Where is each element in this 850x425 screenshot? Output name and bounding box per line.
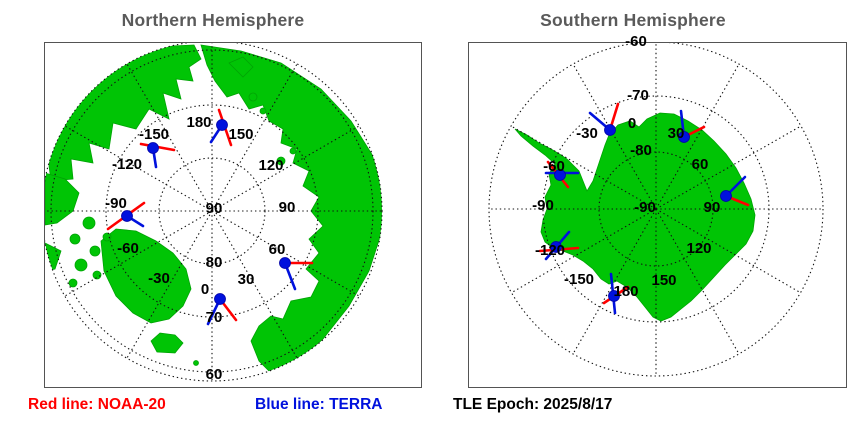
south-hemisphere-map: -60 -70 -80 -90 0 30 60 90 120 150 180 -150 -120 -90 -…: [468, 33, 847, 388]
grid-label: 80: [206, 254, 223, 271]
grid-label: 60: [692, 156, 709, 173]
grid-label: -150: [564, 271, 594, 288]
grid-labels-south: -60 -70 -80 -90 0 30 60 90 120 150 180 -150 -120 -90 -…: [532, 33, 720, 300]
grid-label: 30: [668, 125, 685, 142]
satellite-position-dot: [554, 169, 566, 181]
legend-noaa20: Red line: NOAA-20: [28, 396, 166, 413]
grid-label: 120: [258, 157, 283, 174]
grid-label: -120: [112, 156, 142, 173]
north-hemisphere-map: 90 80 70 60 180 150 120 90 60 30 0 -30 -60 -90 -120 -15…: [44, 42, 422, 388]
grid-label: 30: [238, 271, 255, 288]
north-map-canvas: 90 80 70 60 180 150 120 90 60 30 0 -30 -60 -90 -120 -15…: [45, 43, 383, 383]
grid-label: -70: [627, 87, 649, 104]
satellite-position-dot: [550, 241, 562, 253]
grid-label: 180: [186, 114, 211, 131]
graticule-north: [45, 43, 383, 382]
graticule-south: [488, 43, 824, 377]
north-map-title: Northern Hemisphere: [121, 10, 305, 30]
satellite-position-dot: [608, 290, 620, 302]
grid-label: -90: [634, 199, 656, 216]
satellite-position-dot: [720, 190, 732, 202]
grid-label: -150: [139, 126, 169, 143]
grid-label: -30: [148, 270, 170, 287]
satellite-position-dot: [216, 119, 228, 131]
grid-label: -60: [625, 33, 647, 50]
south-map-title: Southern Hemisphere: [540, 10, 726, 30]
satellite-position-dot: [147, 142, 159, 154]
grid-label: -120: [535, 242, 565, 259]
grid-label: 120: [686, 240, 711, 257]
grid-label: -30: [576, 125, 598, 142]
grid-labels-north: 90 80 70 60 180 150 120 90 60 30 0 -30 -60 -90 -120 -15…: [105, 114, 295, 383]
grid-label: 90: [279, 199, 296, 216]
grid-label: 70: [206, 309, 223, 326]
grid-label: 90: [206, 200, 223, 217]
grid-label: 60: [269, 241, 286, 258]
grid-label: 150: [228, 126, 253, 143]
grid-label: -90: [532, 197, 554, 214]
grid-label: 90: [704, 199, 721, 216]
south-map-canvas: -60 -70 -80 -90 0 30 60 90 120 150 180 -150 -120 -90 -…: [488, 33, 824, 377]
grid-label: -60: [117, 240, 139, 257]
grid-label: 150: [651, 272, 676, 289]
satellite-position-dot: [604, 124, 616, 136]
satellite-position-dot: [214, 293, 226, 305]
grid-label: 180: [613, 283, 638, 300]
satellite-position-dot: [678, 131, 690, 143]
grid-label: 0: [201, 281, 209, 298]
grid-label: 0: [628, 115, 636, 132]
satellite-markers-south: [538, 102, 750, 315]
grid-label: 60: [206, 366, 223, 383]
legend-terra: Blue line: TERRA: [255, 396, 383, 413]
satellite-position-dot: [279, 257, 291, 269]
grid-label: -90: [105, 195, 127, 212]
landmass-north: [45, 44, 382, 376]
satellite-position-dot: [121, 210, 133, 222]
satellite-markers-north: [106, 108, 314, 326]
grid-label: -80: [630, 142, 652, 159]
legend-tle-epoch: TLE Epoch: 2025/8/17: [453, 396, 613, 413]
grid-label: -60: [543, 158, 565, 175]
